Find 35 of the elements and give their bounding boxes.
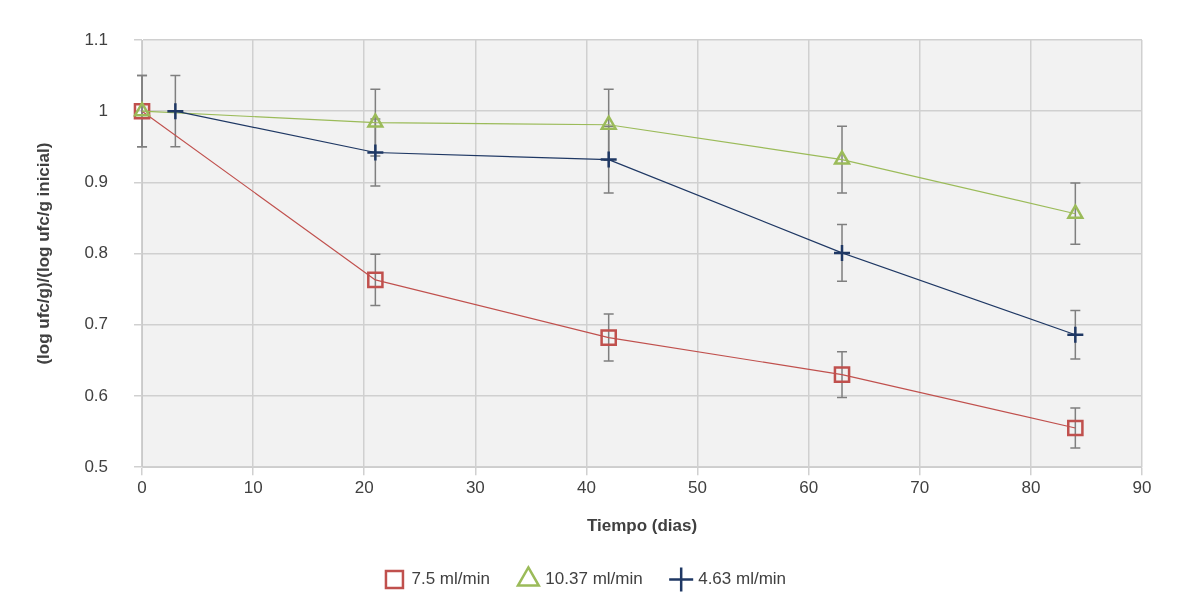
y-tick-label: 0.5 <box>84 456 109 476</box>
x-tick-label: 20 <box>354 478 374 498</box>
point <box>1067 204 1084 219</box>
x-tick-label: 50 <box>688 478 708 498</box>
x-tick-label: 60 <box>799 478 819 498</box>
y-axis-title: (log ufc/g)/(log ufc/g inicial) <box>33 142 53 365</box>
x-tick-label: 90 <box>1132 478 1152 498</box>
x-tick-label: 80 <box>1021 478 1041 498</box>
y-tick-label: 0.6 <box>84 385 109 405</box>
point <box>1067 419 1084 437</box>
legend-label: 4.63 ml/min <box>698 569 787 589</box>
x-tick-label: 30 <box>465 478 485 498</box>
point <box>1066 325 1085 345</box>
y-tick-label: 1 <box>98 100 109 120</box>
point <box>600 115 617 130</box>
point <box>367 113 384 128</box>
point <box>833 150 851 165</box>
y-tick-label: 0.9 <box>84 172 109 192</box>
x-tick-label: 0 <box>137 478 147 498</box>
point <box>600 329 618 346</box>
point <box>367 271 384 289</box>
x-tick-label: 10 <box>243 478 263 498</box>
y-tick-label: 1.1 <box>84 29 109 49</box>
point <box>832 243 852 263</box>
point <box>366 143 385 162</box>
point <box>166 101 185 121</box>
y-tick-label: 0.8 <box>84 243 109 263</box>
x-tick-label: 40 <box>577 478 596 498</box>
y-tick-label: 0.7 <box>84 314 109 334</box>
legend-label: 7.5 ml/min <box>411 569 490 589</box>
x-axis-title: Tiempo (dias) <box>586 516 698 536</box>
x-tick-label: 70 <box>910 478 930 498</box>
point <box>599 150 618 169</box>
point <box>833 366 851 383</box>
legend-label: 10.37 ml/min <box>545 569 643 589</box>
